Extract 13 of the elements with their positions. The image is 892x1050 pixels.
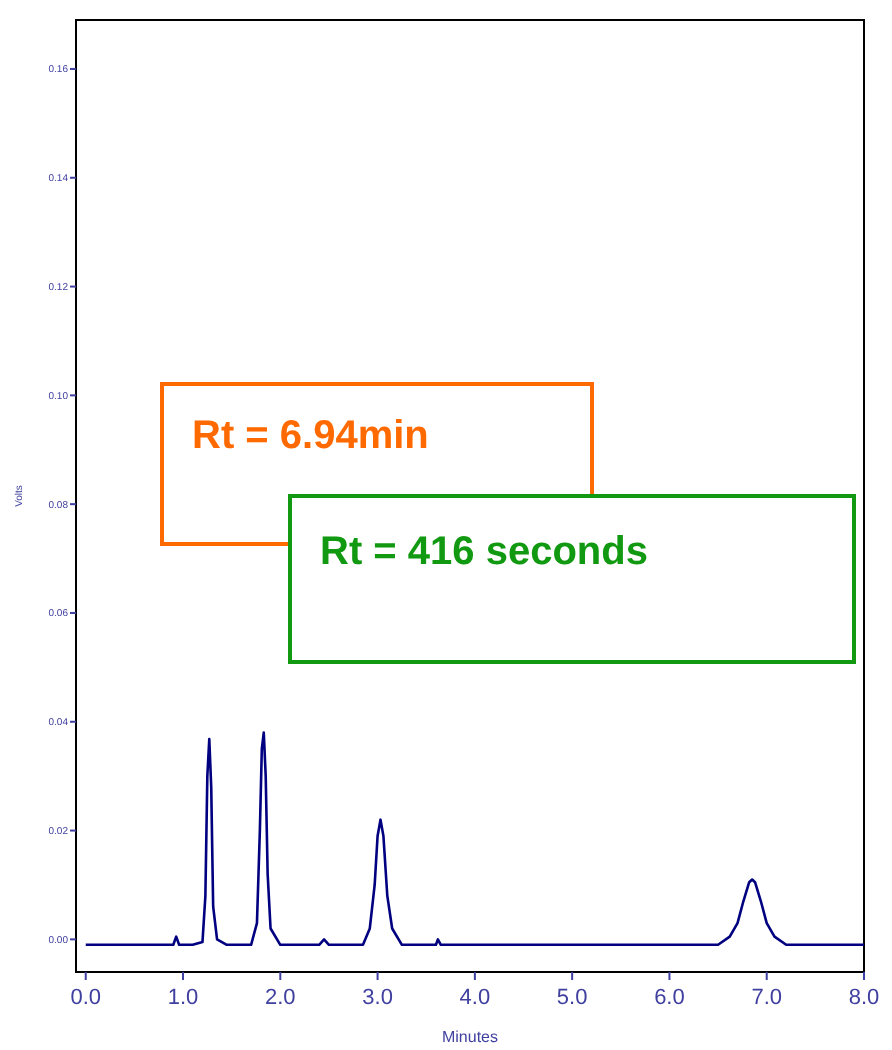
x-tick-label: 4.0: [459, 986, 491, 1010]
annotation: Rt = 416 seconds: [320, 530, 648, 574]
x-tick-label: 1.0: [167, 986, 199, 1010]
x-tick-label: 7.0: [751, 986, 783, 1010]
x-tick-label: 8.0: [848, 986, 880, 1010]
x-tick-label: 2.0: [265, 986, 296, 1010]
x-tick-label: 5.0: [556, 986, 588, 1010]
x-tick-label: 6.0: [654, 986, 685, 1010]
x-tick-label: 3.0: [362, 986, 393, 1010]
annotation: Rt = 6.94min: [192, 414, 429, 458]
x-tick-label: 0.0: [70, 986, 102, 1010]
line-series: [84, 731, 866, 947]
x-axis-title: Minutes: [441, 1028, 499, 1046]
